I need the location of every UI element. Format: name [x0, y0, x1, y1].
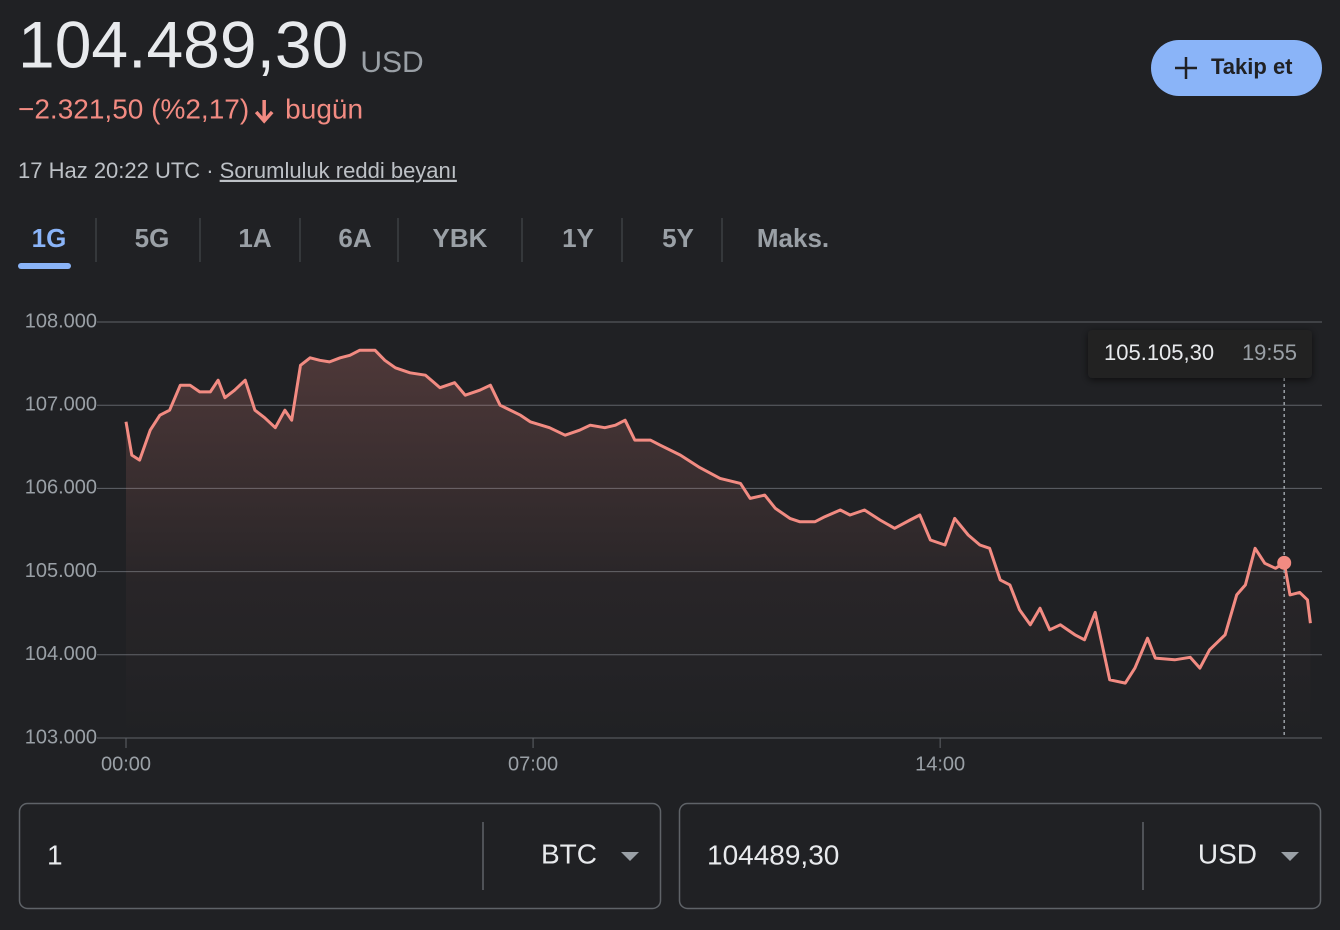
y-tick-label: 108.000: [25, 310, 97, 332]
plus-icon: [1175, 57, 1197, 79]
result-input[interactable]: 104489,30: [707, 839, 839, 870]
follow-button-label: Takip et: [1211, 54, 1293, 79]
x-tick-label: 00:00: [101, 753, 151, 775]
range-tab[interactable]: 5Y: [662, 223, 694, 253]
price: 104.489,30: [18, 7, 348, 81]
y-tick-label: 103.000: [25, 726, 97, 748]
dropdown-icon: [1281, 852, 1299, 861]
amount-input[interactable]: 1: [47, 839, 63, 870]
range-tabs: 1G 5G 1A 6A YBK 1Y 5Y Maks.: [18, 218, 829, 269]
timestamp: 17 Haz 20:22 UTC ·: [18, 158, 214, 183]
input-box: [18, 802, 662, 910]
follow-button[interactable]: Takip et: [1151, 40, 1322, 96]
dropdown-icon: [621, 852, 639, 861]
y-tick-label: 107.000: [25, 393, 97, 415]
hover-dot: [1277, 555, 1292, 570]
y-tick-label: 105.000: [25, 560, 97, 582]
tooltip-value: 105.105,30: [1104, 340, 1214, 365]
input-box: [678, 802, 1322, 910]
chart: 103.000 104.000 105.000 106.000 107.000 108.0…: [25, 310, 1322, 775]
price-line: [124, 348, 1312, 685]
tooltip-box: [1088, 330, 1312, 378]
range-tab[interactable]: Maks.: [757, 223, 829, 253]
range-tab[interactable]: 5G: [135, 223, 170, 253]
currency: USD: [360, 46, 423, 79]
currency-select[interactable]: BTC: [541, 838, 597, 869]
range-tab[interactable]: 6A: [338, 223, 371, 253]
x-tick-label: 07:00: [508, 753, 558, 775]
range-tab[interactable]: 1G: [32, 223, 67, 253]
y-tick-label: 104.000: [25, 643, 97, 665]
disclaimer-link[interactable]: Sorumluluk reddi beyanı: [220, 158, 457, 183]
change-period: bugün: [285, 93, 363, 124]
x-tick-label: 14:00: [915, 753, 965, 775]
range-tab[interactable]: 1A: [238, 223, 271, 253]
tooltip-time: 19:55: [1242, 340, 1297, 365]
range-tab[interactable]: YBK: [433, 223, 488, 253]
follow-button-bg: [1151, 40, 1322, 96]
currency-select[interactable]: USD: [1198, 838, 1257, 869]
converter-from: 1 BTC: [18, 802, 662, 910]
price-area: [126, 350, 1311, 738]
y-tick-label: 106.000: [25, 477, 97, 499]
price-change: −2.321,50 (%2,17): [18, 93, 249, 124]
range-tab[interactable]: 1Y: [562, 223, 594, 253]
active-tab-indicator: [18, 263, 71, 269]
down-arrow-icon: [254, 100, 274, 124]
converter-to: 104489,30 USD: [678, 802, 1322, 910]
